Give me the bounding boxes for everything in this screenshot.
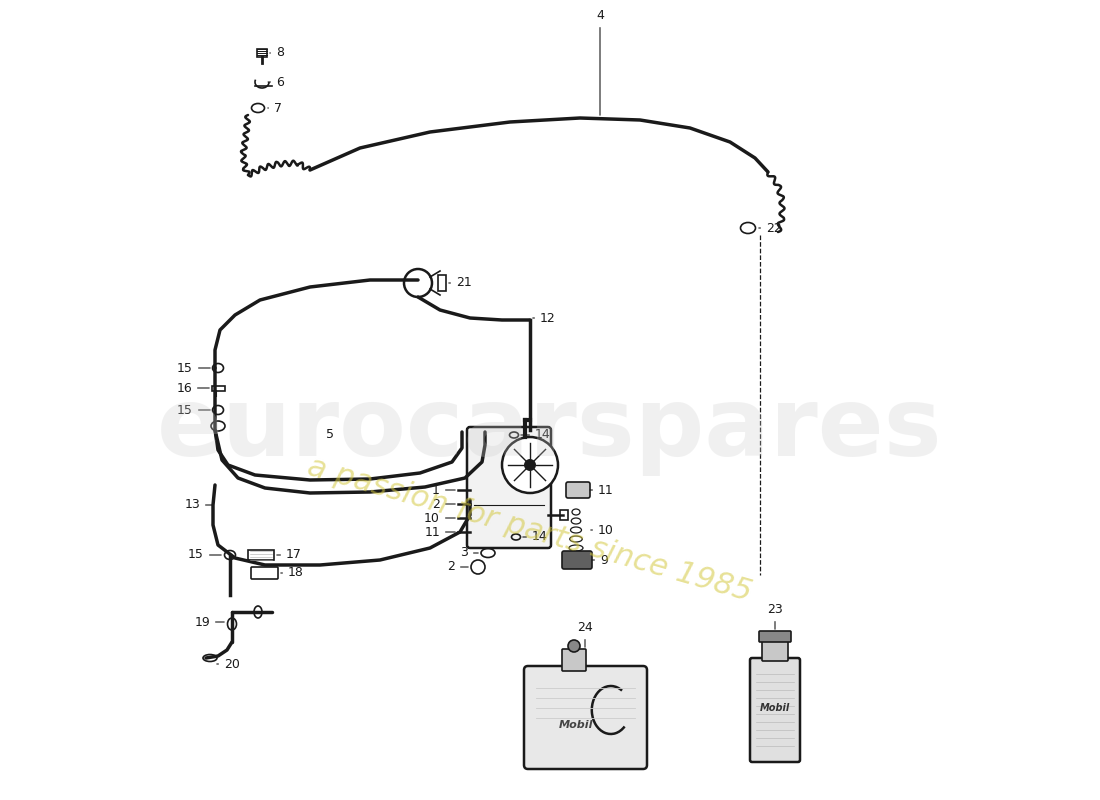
Bar — [212, 386, 226, 391]
Text: 2: 2 — [432, 498, 455, 510]
Text: 4: 4 — [596, 9, 604, 115]
Text: 8: 8 — [270, 46, 284, 59]
FancyBboxPatch shape — [759, 631, 791, 642]
Text: 7: 7 — [267, 102, 282, 114]
Text: 14: 14 — [520, 429, 551, 442]
Text: 19: 19 — [195, 615, 224, 629]
Text: Mobil: Mobil — [760, 703, 790, 713]
Bar — [248, 550, 274, 560]
FancyBboxPatch shape — [468, 427, 551, 548]
FancyBboxPatch shape — [750, 658, 800, 762]
Bar — [257, 49, 267, 57]
Bar — [438, 275, 446, 291]
Text: 15: 15 — [188, 549, 221, 562]
Text: 20: 20 — [217, 658, 240, 670]
Text: Mobil: Mobil — [559, 720, 594, 730]
Text: 16: 16 — [176, 382, 209, 394]
Circle shape — [502, 437, 558, 493]
Circle shape — [568, 640, 580, 652]
Text: 9: 9 — [592, 554, 608, 566]
Text: 15: 15 — [177, 403, 210, 417]
FancyBboxPatch shape — [562, 551, 592, 569]
Text: a passion for parts since 1985: a passion for parts since 1985 — [305, 453, 756, 607]
FancyBboxPatch shape — [524, 666, 647, 769]
Text: 10: 10 — [425, 511, 455, 525]
Text: 11: 11 — [425, 526, 455, 538]
Text: 14: 14 — [522, 530, 548, 543]
Text: eurocarspares: eurocarspares — [157, 383, 943, 477]
Text: 24: 24 — [578, 621, 593, 647]
FancyBboxPatch shape — [762, 639, 788, 661]
Circle shape — [524, 459, 536, 471]
Text: 6: 6 — [268, 75, 284, 89]
Text: 23: 23 — [767, 603, 783, 630]
Text: 17: 17 — [277, 549, 301, 562]
Text: 11: 11 — [590, 483, 614, 497]
Text: 1: 1 — [432, 483, 455, 497]
Text: 21: 21 — [449, 277, 472, 290]
Text: 5: 5 — [326, 429, 334, 442]
Bar — [560, 510, 568, 520]
FancyBboxPatch shape — [566, 482, 590, 498]
FancyBboxPatch shape — [562, 649, 586, 671]
Text: 2: 2 — [447, 561, 469, 574]
Text: 12: 12 — [532, 311, 556, 325]
Text: 15: 15 — [177, 362, 210, 374]
Text: 13: 13 — [185, 498, 212, 511]
Text: 10: 10 — [591, 523, 614, 537]
Text: 3: 3 — [460, 546, 478, 559]
Text: 18: 18 — [280, 566, 304, 579]
Text: 22: 22 — [759, 222, 782, 234]
